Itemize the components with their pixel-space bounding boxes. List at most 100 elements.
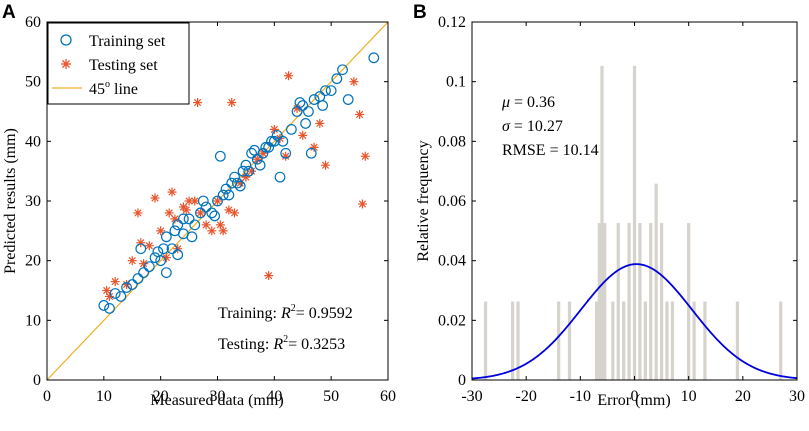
- a-training-point: [166, 243, 178, 255]
- a-training-point: [303, 106, 314, 117]
- a-testing-point: [315, 118, 325, 128]
- a-testing-point: [150, 193, 160, 203]
- b-histogram-bar: [603, 223, 607, 380]
- a-training-sq: 2: [291, 303, 296, 314]
- b-xtick-label: -10: [570, 388, 591, 405]
- a-training-point: [285, 123, 297, 135]
- a-xtick-label: 20: [153, 388, 169, 405]
- b-histogram-bar: [594, 301, 599, 380]
- a-training-point: [217, 189, 229, 201]
- a-training-point: [109, 288, 121, 299]
- a-ytick-label: 10: [25, 312, 41, 329]
- b-ytick-label: 0: [458, 372, 466, 389]
- a-testing-r: R: [272, 336, 283, 353]
- b-mu-symbol: μ: [501, 94, 510, 111]
- a-testing-label: Testing:: [218, 336, 269, 353]
- a-training-point: [135, 243, 147, 255]
- a-testing-point: [170, 214, 180, 224]
- a-training-label: Training:: [218, 305, 277, 322]
- a-training-point: [195, 207, 206, 219]
- a-training-value: = 0.9592: [296, 305, 353, 322]
- a-xtick-label: 10: [96, 388, 112, 405]
- a-legend-train-label: Training set: [89, 33, 166, 50]
- b-histogram-bar: [567, 301, 572, 380]
- a-testing-point: [193, 98, 203, 108]
- b-ylabel: Relative frequency: [415, 140, 432, 261]
- a-training-point: [268, 135, 280, 147]
- a-xtick-label: 0: [43, 388, 51, 405]
- a-training-point: [254, 159, 266, 171]
- a-testing-point: [164, 208, 174, 218]
- a-testing-sq: 2: [283, 334, 288, 345]
- b-histogram-bar: [557, 301, 561, 380]
- b-histogram-bar: [665, 301, 669, 380]
- a-training-point: [160, 231, 172, 243]
- a-legend-line-sup: o: [105, 79, 110, 90]
- b-xlabel: Error (mm): [597, 392, 670, 409]
- a-testing-point: [105, 291, 115, 301]
- a-legend-line-label: 45o line: [89, 79, 138, 98]
- a-training-point: [246, 147, 258, 159]
- a-training-point: [223, 189, 235, 201]
- panel-b-histogram: -30 -20 -10 0 10 20 30 0 0.02 0.04 0.06 0.08 0.1 0.12…: [415, 14, 805, 409]
- a-testing-point: [230, 208, 240, 218]
- a-testing-point: [298, 130, 308, 140]
- a-ticks: 0 10 20 30 40 50 60 0 10 20 30 40 50 60: [25, 14, 396, 405]
- a-legend-box: [47, 22, 190, 105]
- a-training-point: [240, 159, 252, 171]
- a-training-point: [172, 219, 184, 231]
- a-testing-point: [156, 226, 166, 236]
- a-testing-point: [139, 259, 149, 269]
- a-ylabel: Predicted results (mm): [2, 128, 19, 274]
- a-training-point: [237, 165, 249, 177]
- b-ytick-label: 0.02: [438, 312, 466, 329]
- a-testing-point: [269, 124, 279, 134]
- a-testing-point: [127, 256, 137, 266]
- a-training-point: [277, 135, 289, 147]
- a-training-point: [212, 195, 223, 207]
- a-testing-point: [224, 205, 234, 215]
- a-xtick-label: 30: [210, 388, 226, 405]
- a-training-point: [368, 52, 380, 64]
- a-legend: Training set Testing set 45o line: [47, 22, 190, 105]
- panel-b-letter: B: [413, 2, 427, 23]
- a-training-point: [325, 85, 337, 97]
- a-training-point: [300, 118, 311, 129]
- a-training-point: [331, 73, 343, 85]
- b-histogram-bar: [632, 65, 637, 380]
- b-sigma-text: σ = 10.27: [502, 118, 563, 135]
- b-ticks: -30 -20 -10 0 10 20 30 0 0.02 0.04 0.06 0.08 0.1 0.12: [438, 14, 805, 405]
- a-training-point: [274, 171, 286, 183]
- b-histogram-bar: [511, 301, 515, 380]
- a-training-point: [257, 147, 269, 159]
- b-histogram-bar: [670, 301, 675, 380]
- a-training-point: [220, 183, 232, 195]
- a-training-point: [158, 243, 169, 255]
- a-training-point: [152, 246, 164, 258]
- b-ytick-label: 0.04: [438, 253, 466, 270]
- a-testing-point: [161, 253, 171, 263]
- a-training-point: [308, 94, 320, 105]
- a-testing-point: [218, 226, 228, 236]
- b-xtick-label: 10: [681, 388, 697, 405]
- a-training-point: [271, 129, 283, 141]
- a-ytick-label: 0: [33, 372, 41, 389]
- b-histogram-bar: [643, 301, 647, 380]
- a-testing-point: [207, 226, 217, 236]
- b-histogram-bar: [638, 223, 642, 380]
- a-training-point: [138, 267, 150, 279]
- a-testing-value: = 0.3253: [288, 336, 345, 353]
- a-training-point: [234, 180, 246, 192]
- b-histogram-bar: [703, 301, 707, 380]
- a-legend-test-label: Testing set: [89, 57, 158, 74]
- a-legend-test-marker: [61, 59, 71, 69]
- a-training-point: [183, 213, 195, 225]
- a-legend-line-suffix: line: [110, 81, 138, 98]
- a-xtick-label: 60: [380, 388, 396, 405]
- a-testing-point: [181, 205, 191, 215]
- b-histogram-bar: [692, 301, 696, 380]
- a-training-point: [121, 282, 132, 293]
- b-histogram-bar: [779, 301, 783, 380]
- b-histogram-bar: [687, 223, 691, 380]
